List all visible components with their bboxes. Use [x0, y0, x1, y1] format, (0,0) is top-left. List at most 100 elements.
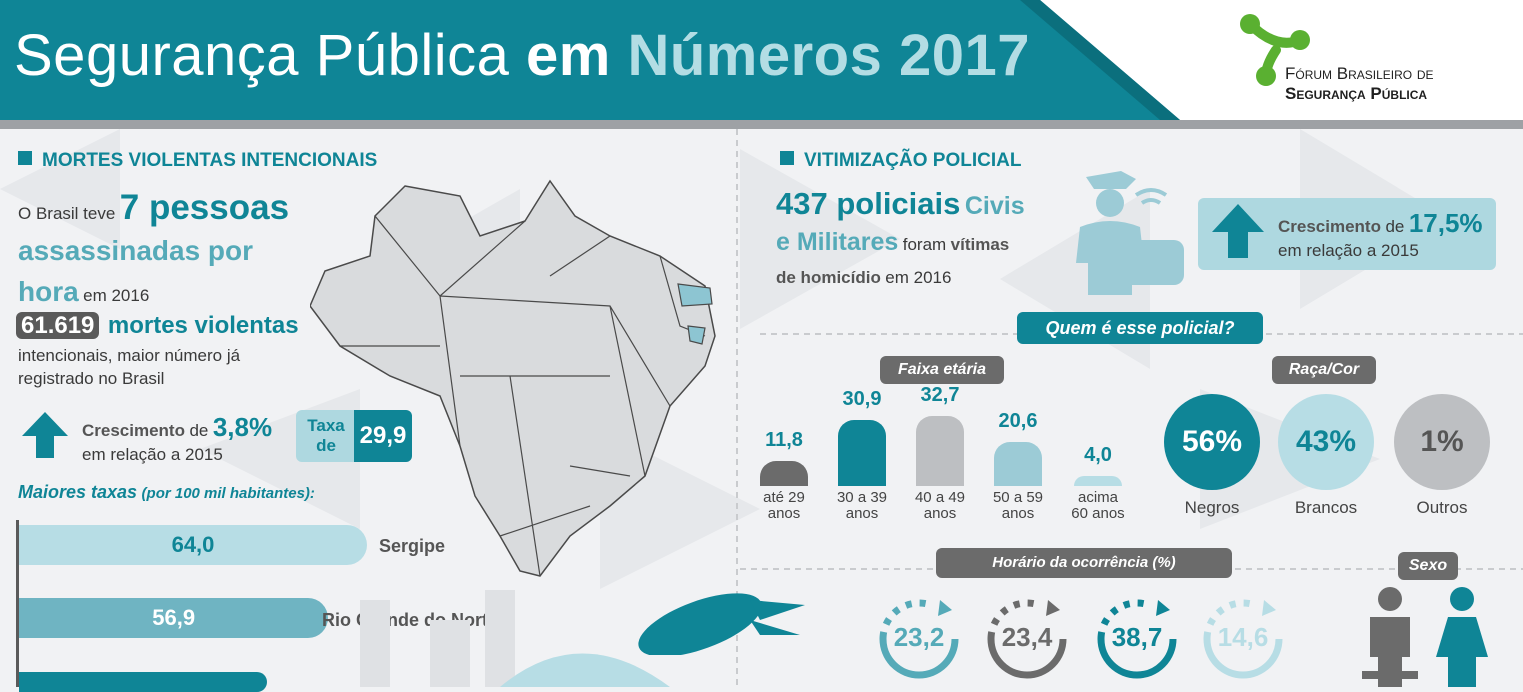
intro-big-2: assassinadas por	[18, 235, 254, 266]
deaths-line: 61.619 mortes violentas	[16, 312, 299, 340]
age-label: 50 a 59 anos	[978, 490, 1058, 522]
rate-bar-partial	[19, 672, 267, 692]
growth-word: Crescimento	[1278, 217, 1381, 236]
section-square-icon	[18, 151, 32, 165]
race-title: Raça/Cor	[1272, 356, 1376, 384]
left-growth: Crescimento de 3,8% em relação a 2015	[82, 412, 272, 465]
arrow-up-icon	[22, 412, 68, 458]
rate-label-1: Taxa	[307, 416, 345, 435]
age-bar	[760, 460, 808, 486]
bars-axis	[16, 520, 19, 687]
arrow-up-icon	[1212, 204, 1264, 258]
left-section-heading: MORTES VIOLENTAS INTENCIONAIS	[18, 150, 377, 172]
age-label-1: 40 a 49	[914, 489, 966, 506]
logo-line-1: Fórum Brasileiro de	[1285, 64, 1434, 83]
rate-bar-value: 56,9	[152, 605, 196, 630]
age-value: 30,9	[842, 387, 882, 410]
hour-value: 23,4	[1001, 622, 1053, 652]
police-foram: foram	[902, 235, 947, 254]
race-label: Outros	[1416, 498, 1468, 517]
growth-de: de	[1385, 217, 1405, 236]
hour-title: Horário da ocorrência (%)	[936, 548, 1232, 578]
right-section-heading: VITIMIZAÇÃO POLICIAL	[780, 150, 1021, 172]
rocket-icon	[638, 593, 805, 655]
growth-ref: em relação a 2015	[82, 445, 223, 464]
sex-icons	[1362, 587, 1488, 687]
intro-suffix: em 2016	[83, 286, 150, 305]
police-year: em 2016	[885, 268, 952, 287]
deaths-desc-2: registrado no Brasil	[18, 369, 165, 388]
growth-word: Crescimento	[82, 421, 185, 440]
hour-value: 23,2	[893, 622, 945, 652]
race-circle-outros: 1%	[1394, 394, 1490, 490]
race-label: Brancos	[1294, 498, 1358, 517]
age-label-2: 60 anos	[1071, 505, 1125, 522]
deaths-desc: intencionais, maior número já registrado…	[18, 344, 240, 390]
age-label-1: 50 a 59	[992, 489, 1044, 506]
police-vitimas: vítimas	[950, 235, 1010, 254]
rate-bar-rn: 56,9	[19, 598, 329, 638]
intro-big-3: hora	[18, 276, 79, 307]
hour-ring-icon	[1203, 599, 1283, 679]
top-rates-title-main: Maiores taxas	[18, 482, 138, 502]
rate-value: 29,9	[354, 410, 412, 462]
female-icon	[1436, 587, 1488, 687]
age-label-1: acima	[1077, 489, 1118, 506]
growth-value: 3,8%	[212, 412, 273, 442]
left-section-title: MORTES VIOLENTAS INTENCIONAIS	[42, 150, 378, 171]
police-count: 437 policiais	[776, 186, 961, 221]
header-band	[0, 0, 1180, 120]
page-title: Segurança Pública em Números 2017	[14, 22, 1030, 89]
age-title: Faixa etária	[880, 356, 1004, 384]
intro-big-1: 7 pessoas	[119, 188, 290, 227]
age-label: acima 60 anos	[1058, 490, 1138, 522]
deaths-label: mortes violentas	[107, 312, 299, 339]
top-rates-title: Maiores taxas (por 100 mil habitantes):	[18, 482, 315, 503]
age-bar	[838, 419, 886, 486]
logo-line-2: Segurança Pública	[1285, 84, 1428, 103]
age-value: 32,7	[920, 384, 960, 406]
hour-chart: 23,2 23,4 38,7 14,6	[876, 596, 1296, 687]
sex-title: Sexo	[1398, 552, 1458, 580]
hour-ring-icon	[987, 599, 1067, 679]
age-label-1: até 29	[763, 489, 805, 506]
title-part-2: em	[526, 23, 611, 88]
hour-ring-icon	[879, 599, 959, 679]
hour-ring-icon	[1097, 599, 1177, 679]
section-square-icon	[780, 151, 794, 165]
police-hom: de homicídio	[776, 268, 881, 287]
age-value: 11,8	[765, 428, 803, 451]
age-label: 40 a 49 anos	[900, 490, 980, 522]
rate-label-box: Taxa de	[296, 410, 356, 462]
deaths-desc-1: intencionais, maior número já	[18, 346, 241, 365]
police-block: 437 policiais Civis e Militares foram ví…	[776, 188, 1066, 295]
logo-text: Fórum Brasileiro de Segurança Pública	[1285, 64, 1434, 104]
age-label-2: anos	[923, 505, 957, 522]
rate-bar-value: 64,0	[171, 532, 215, 557]
race-circle-negros: 56%	[1164, 394, 1260, 490]
title-part-1: Segurança Pública	[14, 23, 510, 88]
fbsp-logo-icon	[1240, 14, 1310, 86]
intro-prefix: O Brasil teve	[18, 204, 116, 223]
age-value: 4,0	[1084, 444, 1112, 466]
rate-label-2: de	[316, 436, 336, 455]
hour-value: 38,7	[1111, 622, 1163, 652]
age-bar	[994, 441, 1042, 486]
age-label: até 29 anos	[744, 490, 824, 522]
age-bar	[916, 416, 964, 486]
age-label-2: anos	[845, 505, 879, 522]
rate-bar-sergipe: 64,0	[19, 525, 367, 565]
age-value: 20,6	[998, 409, 1038, 432]
race-circle-brancos: 43%	[1278, 394, 1374, 490]
age-chart: 11,8 30,9 32,7 20,6 4,0 até 29 anos 30 a …	[750, 380, 1150, 530]
right-section-title: VITIMIZAÇÃO POLICIAL	[804, 150, 1022, 171]
police-officer-icon	[1076, 171, 1184, 295]
growth-de: de	[189, 421, 209, 440]
right-growth: Crescimento de 17,5% em relação a 2015	[1278, 208, 1483, 261]
deaths-number: 61.619	[16, 312, 100, 339]
police-mil: e Militares	[776, 228, 899, 256]
growth-ref: em relação a 2015	[1278, 241, 1419, 260]
age-bar	[1074, 476, 1122, 486]
who-title: Quem é esse policial?	[1017, 312, 1263, 344]
race-label: Negros	[1184, 498, 1240, 517]
